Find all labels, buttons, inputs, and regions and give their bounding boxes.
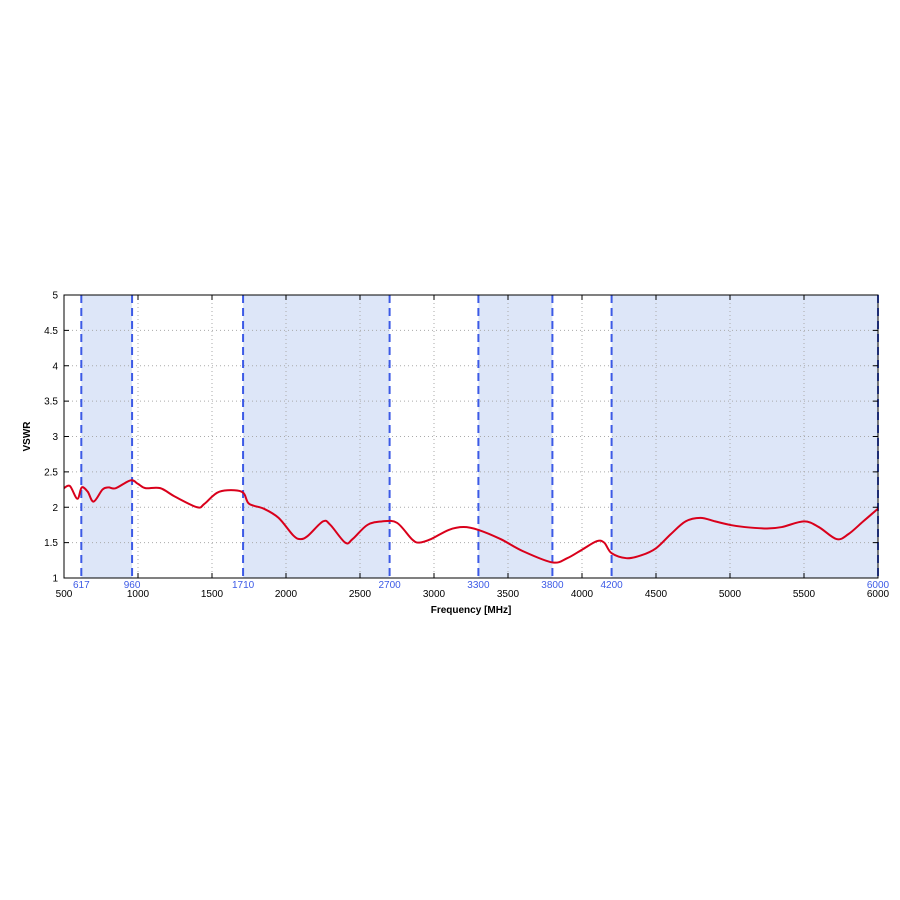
- x-tick-label: 5000: [719, 589, 742, 600]
- y-tick-label: 2: [52, 503, 58, 514]
- y-tick-label: 5: [52, 291, 58, 302]
- y-axis-label: VSWR: [22, 421, 33, 452]
- band-marker-label: 3300: [467, 580, 490, 591]
- x-axis-label: Frequency [MHz]: [431, 605, 512, 616]
- y-tick-label: 2.5: [44, 467, 58, 478]
- band-marker-label: 4200: [600, 580, 623, 591]
- y-tick-label: 4.5: [44, 326, 58, 337]
- band-marker-label: 617: [73, 580, 90, 591]
- x-tick-label: 4500: [645, 589, 668, 600]
- x-tick-label: 6000: [867, 589, 890, 600]
- axis-ticks: 500 1000 1500 2000 2500 3000 3500 4000 4500 5000 5…: [44, 291, 889, 601]
- x-tick-label: 500: [56, 589, 73, 600]
- y-tick-label: 3.5: [44, 397, 58, 408]
- x-tick-label: 2500: [349, 589, 372, 600]
- band-region: [478, 295, 553, 578]
- band-region: [81, 295, 133, 578]
- band-marker-label: 960: [124, 580, 141, 591]
- y-tick-label: 4: [52, 361, 58, 372]
- band-marker-label: 3800: [541, 580, 564, 591]
- band-marker-label: 6000: [867, 580, 890, 591]
- x-tick-label: 3500: [497, 589, 520, 600]
- x-tick-label: 2000: [275, 589, 298, 600]
- y-tick-label: 3: [52, 432, 58, 443]
- x-tick-label: 1000: [127, 589, 150, 600]
- band-marker-label: 1710: [232, 580, 255, 591]
- x-tick-label: 3000: [423, 589, 446, 600]
- y-tick-label: 1.5: [44, 538, 58, 549]
- x-tick-label: 5500: [793, 589, 816, 600]
- x-tick-label: 4000: [571, 589, 594, 600]
- band-marker-label: 2700: [378, 580, 401, 591]
- x-tick-label: 1500: [201, 589, 224, 600]
- y-tick-label: 1: [52, 574, 58, 585]
- vswr-series-line: [63, 479, 879, 564]
